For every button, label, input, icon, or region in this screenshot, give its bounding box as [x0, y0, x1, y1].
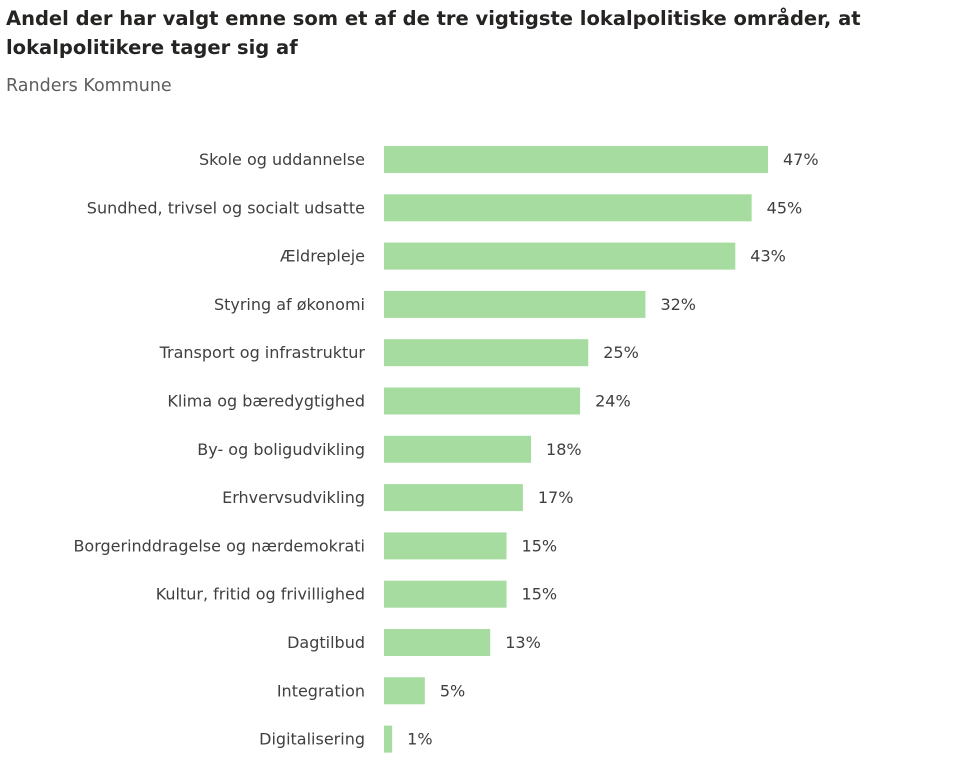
- category-label: Erhvervsudvikling: [222, 488, 365, 507]
- category-label: Styring af økonomi: [214, 295, 365, 314]
- data-label: 5%: [440, 681, 465, 700]
- category-label: Transport og infrastruktur: [159, 343, 366, 362]
- data-label: 1%: [407, 730, 432, 749]
- bar[interactable]: [384, 194, 752, 222]
- category-label: Digitalisering: [259, 730, 365, 749]
- bar[interactable]: [384, 677, 425, 705]
- category-label: Ældrepleje: [280, 247, 365, 266]
- data-label: 47%: [783, 150, 819, 169]
- category-label: Klima og bæredygtighed: [167, 392, 365, 411]
- bar[interactable]: [384, 387, 581, 415]
- bar[interactable]: [384, 242, 736, 270]
- bar[interactable]: [384, 580, 507, 608]
- bar[interactable]: [384, 725, 393, 753]
- category-label: Integration: [277, 681, 365, 700]
- category-label: Borgerinddragelse og nærdemokrati: [73, 536, 365, 555]
- data-label: 15%: [522, 536, 558, 555]
- bar[interactable]: [384, 435, 532, 463]
- category-label: Skole og uddannelse: [199, 150, 365, 169]
- category-label: By- og boligudvikling: [197, 440, 365, 459]
- chart-subtitle: Randers Kommune: [6, 76, 172, 96]
- bar[interactable]: [384, 629, 491, 656]
- data-label: 43%: [750, 247, 786, 266]
- data-label: 15%: [522, 585, 558, 604]
- chart-title: Andel der har valgt emne som et af de tr…: [6, 7, 861, 59]
- data-label: 24%: [595, 392, 631, 411]
- category-label: Sundhed, trivsel og socialt udsatte: [87, 198, 365, 217]
- bar[interactable]: [384, 290, 646, 318]
- bar[interactable]: [384, 532, 507, 560]
- bar[interactable]: [384, 146, 768, 173]
- data-label: 13%: [505, 633, 541, 652]
- category-label: Kultur, fritid og frivillighed: [156, 585, 365, 604]
- bar[interactable]: [384, 484, 523, 512]
- data-label: 25%: [603, 343, 639, 362]
- category-label: Dagtilbud: [287, 633, 365, 652]
- data-label: 32%: [660, 295, 696, 314]
- bars-group: Skole og uddannelse 47% Sundhed, trivsel o…: [73, 146, 819, 753]
- bar[interactable]: [384, 339, 589, 367]
- data-label: 45%: [767, 198, 803, 217]
- data-label: 17%: [538, 488, 574, 507]
- data-label: 18%: [546, 440, 582, 459]
